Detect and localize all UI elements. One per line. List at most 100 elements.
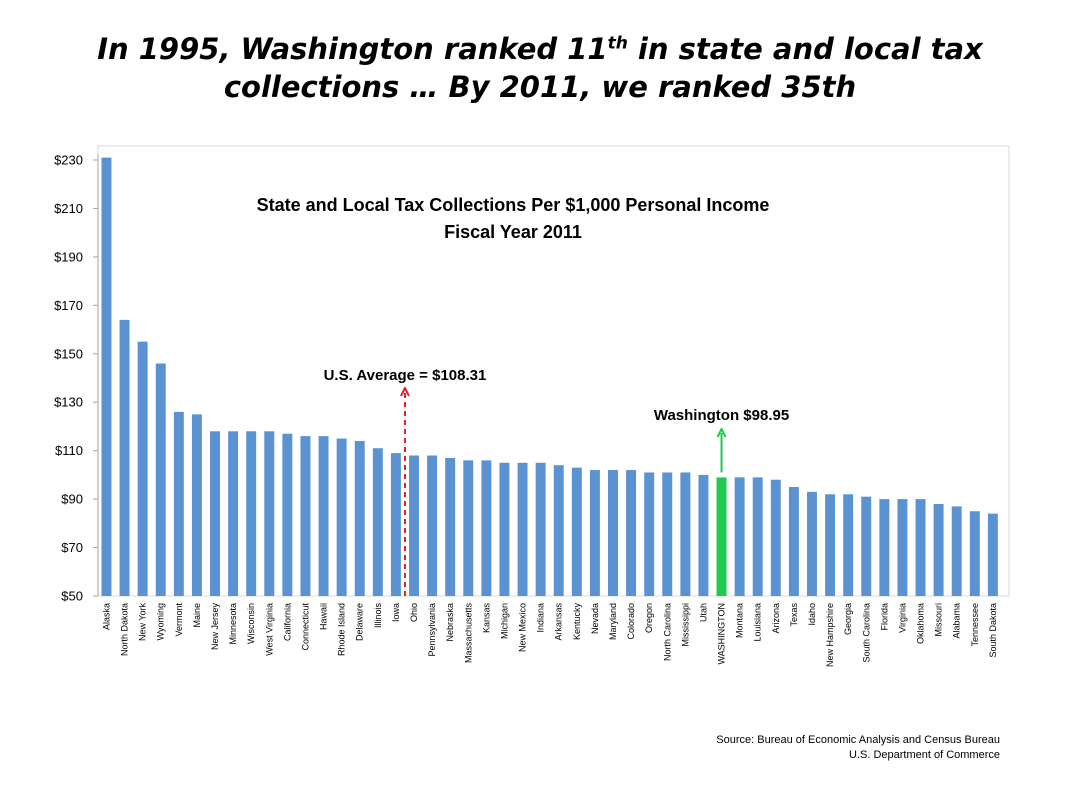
bar-alaska [101,157,112,596]
bar-oklahoma [915,499,926,596]
x-label-illinois: Illinois [373,603,383,629]
y-tick-label: $150 [54,346,83,361]
x-label-oklahoma: Oklahoma [916,603,926,644]
chart-subtitle: Fiscal Year 2011 [444,222,582,242]
x-label-new-jersey: New Jersey [210,603,220,651]
bar-utah [698,474,709,596]
bar-florida [879,499,890,596]
y-tick-label: $230 [54,153,83,168]
bar-connecticut [300,436,311,596]
x-label-iowa: Iowa [391,603,401,622]
bar-vermont [173,411,184,596]
x-label-arkansas: Arkansas [554,603,564,641]
title-text-part-2: in state and local tax [627,32,983,66]
x-label-alaska: Alaska [101,603,111,630]
x-label-vermont: Vermont [174,603,184,637]
title-superscript: th [607,33,628,54]
y-tick-label: $130 [54,395,83,410]
bar-michigan [499,462,510,596]
bar-wisconsin [246,431,257,596]
bar-rhode-island [336,438,347,596]
bar-missouri [933,503,944,596]
x-label-new-york: New York [138,603,148,642]
annotations-group: U.S. Average = $108.31 Washington $98.95 [324,367,789,596]
bar-north-dakota [119,319,130,596]
x-label-oregon: Oregon [644,603,654,633]
bar-maryland [608,470,618,596]
bar-alabama [951,506,962,596]
bar-pennsylvania [427,455,438,596]
bar-arizona [770,479,781,596]
bar-texas [788,487,799,596]
average-annotation-label: U.S. Average = $108.31 [324,367,487,384]
bar-south-carolina [861,496,872,596]
x-label-massachusetts: Massachusetts [463,603,473,664]
x-label-wisconsin: Wisconsin [246,603,256,644]
y-tick-label: $190 [54,249,83,264]
bar-kentucky [571,467,582,596]
source-note: Source: Bureau of Economic Analysis and … [716,733,1000,763]
x-label-connecticut: Connecticut [300,603,310,651]
bar-kansas [481,460,492,596]
bar-california [282,433,293,596]
x-label-colorado: Colorado [626,603,636,640]
bar-montana [734,477,745,596]
bar-hawaii [318,436,329,596]
title-text-part-1: In 1995, Washington ranked 11 [97,32,608,66]
bar-illinois [372,448,383,596]
bar-west-virginia [264,431,275,596]
y-tick-label: $70 [61,540,83,555]
x-label-north-dakota: North Dakota [120,603,130,656]
bar-delaware [354,440,365,596]
x-label-kansas: Kansas [481,603,491,634]
bar-new-york [137,341,148,596]
bar-massachusetts [463,460,474,596]
x-label-missouri: Missouri [934,603,944,637]
x-label-rhode-island: Rhode Island [337,603,347,656]
x-label-idaho: Idaho [807,603,817,626]
bar-colorado [626,470,637,596]
slide-title-line-1: In 1995, Washington ranked 11th in state… [0,30,1080,68]
x-label-wyoming: Wyoming [156,603,166,640]
bar-minnesota [228,431,239,596]
y-tick-label: $170 [54,298,83,313]
bar-new-mexico [517,462,528,596]
bar-maine [191,414,202,596]
bar-idaho [807,491,817,596]
bar-virginia [897,499,908,596]
bar-new-hampshire [825,494,836,596]
x-label-ohio: Ohio [409,603,419,622]
y-tick-label: $50 [61,589,83,604]
x-label-arizona: Arizona [771,603,781,634]
bar-indiana [535,462,546,596]
bar-new-jersey [210,431,220,596]
x-label-nevada: Nevada [590,603,600,634]
source-line-2: U.S. Department of Commerce [849,749,1000,761]
x-label-nebraska: Nebraska [445,603,455,642]
bar-nebraska [445,457,456,596]
x-label-new-mexico: New Mexico [518,603,528,652]
x-label-north-carolina: North Carolina [662,603,672,661]
x-label-pennsylvania: Pennsylvania [427,603,437,657]
x-label-montana: Montana [735,603,745,638]
x-label-indiana: Indiana [536,603,546,633]
x-label-louisiana: Louisiana [753,603,763,642]
y-tick-label: $210 [54,201,83,216]
source-line-1: Source: Bureau of Economic Analysis and … [716,734,1000,746]
x-label-washington: WASHINGTON [717,603,727,665]
x-label-georgia: Georgia [843,603,853,635]
bar-mississippi [680,472,691,596]
bars-group [101,157,998,596]
y-axis: $50 $70 $90 $110 $130 $150 $170 $190 $210 $230 [54,153,99,604]
bar-louisiana [752,477,763,596]
bar-washington [716,477,727,596]
x-label-south-carolina: South Carolina [861,603,871,663]
x-label-west-virginia: West Virginia [264,603,274,656]
x-label-florida: Florida [879,603,889,631]
x-axis-labels: Alaska North Dakota New York Wyoming Vermont… [101,603,997,668]
bar-iowa [390,453,401,596]
bar-tennessee [969,511,980,596]
x-label-delaware: Delaware [355,603,365,641]
y-tick-label: $90 [61,492,83,507]
